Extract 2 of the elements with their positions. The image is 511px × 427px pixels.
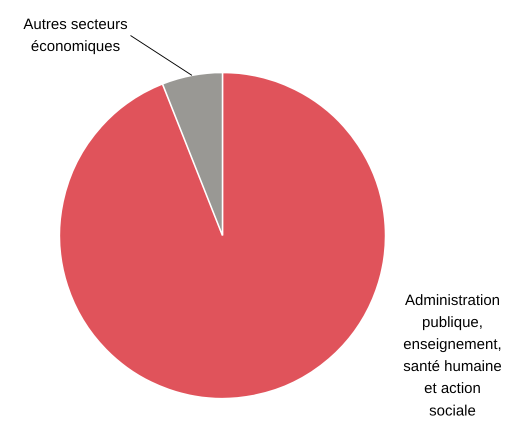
slice-label: Autres secteurs économiques [23, 16, 128, 56]
slice-label: Administration publique, enseignement, santé humaine et action sociale [403, 292, 502, 420]
